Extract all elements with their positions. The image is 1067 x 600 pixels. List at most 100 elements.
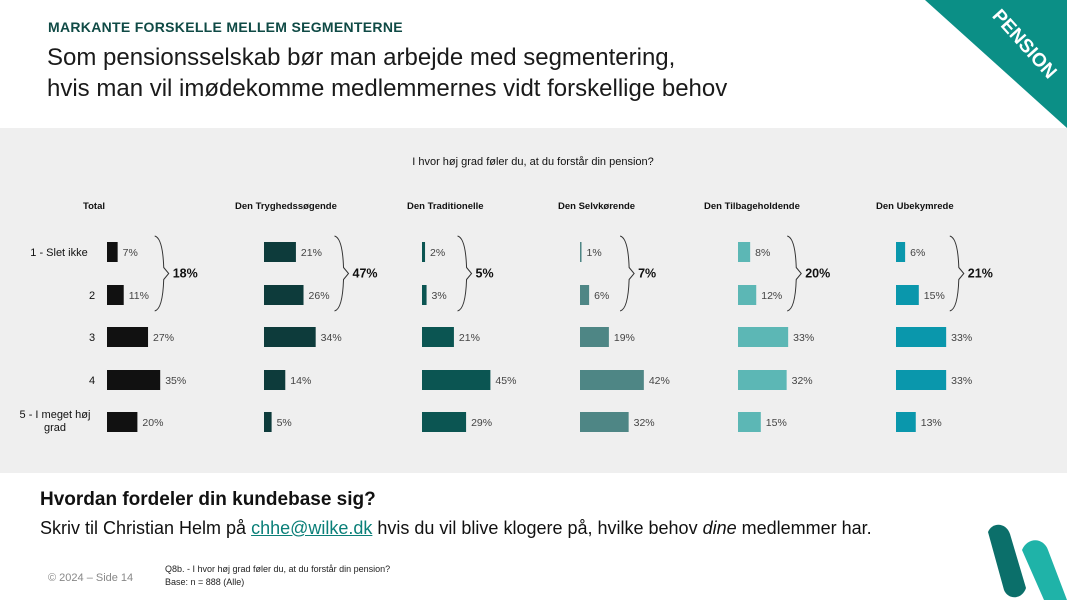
bar <box>107 327 149 347</box>
bracket-sum-label: 7% <box>638 267 656 281</box>
corner-ribbon-shape <box>925 0 1067 128</box>
cta-heading: Hvordan fordeler din kundebase sig? <box>40 489 376 510</box>
bar-value-label: 6% <box>910 247 925 259</box>
bar-value-label: 2% <box>430 247 445 259</box>
bracket <box>949 235 965 312</box>
bar <box>896 370 947 390</box>
bar <box>422 242 426 262</box>
bar-value-label: 12% <box>761 290 782 302</box>
bracket-sum-label: 18% <box>173 267 198 281</box>
cta-body-middle: hvis du vil blive klogere på, hvilke beh… <box>372 518 703 538</box>
bar-value-label: 15% <box>924 290 945 302</box>
kicker-heading: MARKANTE FORSKELLE MELLEM SEGMENTERNE <box>48 19 403 35</box>
bar-value-label: 33% <box>793 332 814 344</box>
category-label: 5 - I meget høj <box>20 409 91 421</box>
bar-value-label: 27% <box>153 332 174 344</box>
bar <box>580 412 629 432</box>
chart-question-title: I hvor høj grad føler du, at du forstår … <box>412 156 654 168</box>
bar <box>896 285 919 305</box>
bar <box>422 285 427 305</box>
wilke-logo <box>988 524 1067 600</box>
bar <box>107 412 138 432</box>
bar-value-label: 6% <box>594 290 609 302</box>
bar <box>580 285 590 305</box>
bar <box>422 370 491 390</box>
email-link[interactable]: chhe@wilke.dk <box>251 518 373 538</box>
series-header: Den Tryghedssøgende <box>235 201 337 212</box>
footnote-question: Q8b. - I hvor høj grad føler du, at du f… <box>165 564 391 574</box>
bar-value-label: 14% <box>290 375 311 387</box>
bar-value-label: 29% <box>471 417 492 429</box>
bar <box>738 242 751 262</box>
bar-value-label: 26% <box>309 290 330 302</box>
bracket <box>787 235 802 312</box>
page-title-line-2: hvis man vil imødekomme medlemmernes vid… <box>47 75 728 102</box>
logo-stroke-right <box>1022 540 1067 600</box>
bar-value-label: 19% <box>614 332 635 344</box>
bar <box>107 370 161 390</box>
bracket-sum-label: 21% <box>968 267 993 281</box>
bar <box>580 242 582 262</box>
series-header: Total <box>83 201 105 212</box>
bar-value-label: 11% <box>129 290 149 302</box>
bar-value-label: 5% <box>277 417 292 429</box>
bar <box>264 370 286 390</box>
bracket <box>154 235 170 312</box>
bar-value-label: 45% <box>495 375 516 387</box>
page-title-line-1: Som pensionsselskab bør man arbejde med … <box>47 44 676 71</box>
bar-value-label: 32% <box>792 375 813 387</box>
logo-stroke-left <box>988 524 1026 598</box>
bar <box>738 370 787 390</box>
category-label-cont: grad <box>44 422 66 434</box>
bar <box>264 285 304 305</box>
bar <box>264 412 272 432</box>
bar-value-label: 8% <box>755 247 770 259</box>
bracket <box>619 235 635 312</box>
bar-value-label: 32% <box>634 417 655 429</box>
bar <box>738 412 761 432</box>
category-label: 3 <box>89 332 95 344</box>
footnote-base: Base: n = 888 (Alle) <box>165 577 245 587</box>
bar <box>107 242 118 262</box>
chart-panel: I hvor høj grad føler du, at du forstår … <box>0 128 1067 473</box>
series-header: Den Traditionelle <box>407 201 484 212</box>
bar-value-label: 20% <box>142 417 163 429</box>
bar-value-label: 1% <box>587 247 602 259</box>
bar-value-label: 7% <box>123 247 138 259</box>
bar-value-label: 33% <box>951 332 972 344</box>
bar <box>422 327 454 347</box>
copyright-page-number: © 2024 – Side 14 <box>48 572 134 584</box>
cta-body-emphasis: dine <box>702 518 737 538</box>
corner-ribbon: PENSION <box>925 0 1067 128</box>
bar-value-label: 21% <box>459 332 480 344</box>
bar-value-label: 3% <box>432 290 447 302</box>
bracket-sum-label: 20% <box>805 267 830 281</box>
bar-value-label: 34% <box>321 332 342 344</box>
bar <box>264 327 316 347</box>
bar-value-label: 13% <box>921 417 942 429</box>
question-footnote: Q8b. - I hvor høj grad føler du, at du f… <box>165 563 390 589</box>
bar <box>896 412 916 432</box>
bar <box>896 327 947 347</box>
bracket-sum-label: 5% <box>476 267 494 281</box>
bar-value-label: 35% <box>165 375 186 387</box>
bar <box>738 285 757 305</box>
page-title: Som pensionsselskab bør man arbejde med … <box>47 42 907 104</box>
bracket <box>457 235 473 312</box>
bar-value-label: 21% <box>301 247 322 259</box>
bar <box>264 242 296 262</box>
segment-bar-chart: I hvor høj grad føler du, at du forstår … <box>20 156 993 434</box>
bracket-sum-label: 47% <box>353 267 378 281</box>
bar <box>107 285 124 305</box>
series-header: Den Selvkørende <box>558 201 635 212</box>
category-label: 2 <box>89 290 95 302</box>
bar <box>896 242 906 262</box>
series-header: Den Tilbageholdende <box>704 201 800 212</box>
category-label: 1 - Slet ikke <box>30 247 87 259</box>
bar <box>580 327 609 347</box>
bar-value-label: 33% <box>951 375 972 387</box>
cta-body-end: medlemmer har. <box>736 518 872 538</box>
bar <box>738 327 789 347</box>
bar <box>422 412 467 432</box>
bracket <box>334 235 350 312</box>
